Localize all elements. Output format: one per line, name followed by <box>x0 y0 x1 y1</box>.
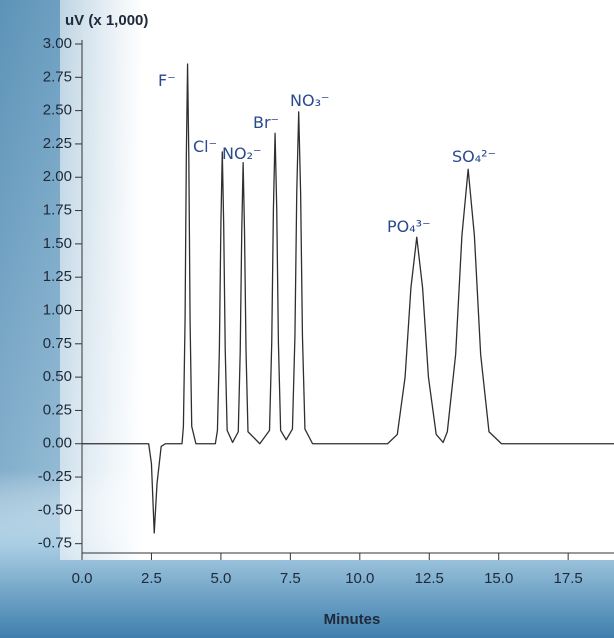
x-tick-label: 5.0 <box>210 570 231 587</box>
peak-label: NO₂⁻ <box>222 144 261 163</box>
peak-label: PO₄³⁻ <box>387 217 431 236</box>
plot-area <box>60 0 614 560</box>
trace <box>82 63 614 534</box>
y-tick-label: -0.75 <box>38 535 72 552</box>
y-tick-label: 1.25 <box>43 268 72 285</box>
peak-label: F⁻ <box>158 71 176 90</box>
x-tick-label: 12.5 <box>415 570 444 587</box>
x-axis-title: Minutes <box>324 611 381 628</box>
peak-label: Br⁻ <box>253 113 279 132</box>
x-tick-label: 0.0 <box>72 570 93 587</box>
y-tick-label: 1.00 <box>43 301 72 318</box>
y-tick-label: 1.75 <box>43 202 72 219</box>
y-tick-label: 1.50 <box>43 235 72 252</box>
y-tick-label: 0.25 <box>43 401 72 418</box>
peak-label: SO₄²⁻ <box>452 147 496 166</box>
y-tick-label: 0.50 <box>43 368 72 385</box>
x-tick-label: 7.5 <box>280 570 301 587</box>
y-tick-label: 2.75 <box>43 68 72 85</box>
y-tick-label: -0.50 <box>38 501 72 518</box>
y-tick-label: 2.25 <box>43 135 72 152</box>
peak-label: NO₃⁻ <box>290 91 329 110</box>
y-tick-label: 2.00 <box>43 168 72 185</box>
y-tick-label: 0.00 <box>43 435 72 452</box>
y-tick-label: 2.50 <box>43 102 72 119</box>
y-tick-label: 0.75 <box>43 335 72 352</box>
y-tick-label: -0.25 <box>38 468 72 485</box>
x-tick-label: 15.0 <box>484 570 513 587</box>
peak-label: Cl⁻ <box>193 137 217 156</box>
x-tick-label: 10.0 <box>345 570 374 587</box>
x-tick-label: 17.5 <box>554 570 583 587</box>
y-tick-label: 3.00 <box>43 35 72 52</box>
y-axis-title: uV (x 1,000) <box>65 12 148 29</box>
x-tick-label: 2.5 <box>141 570 162 587</box>
